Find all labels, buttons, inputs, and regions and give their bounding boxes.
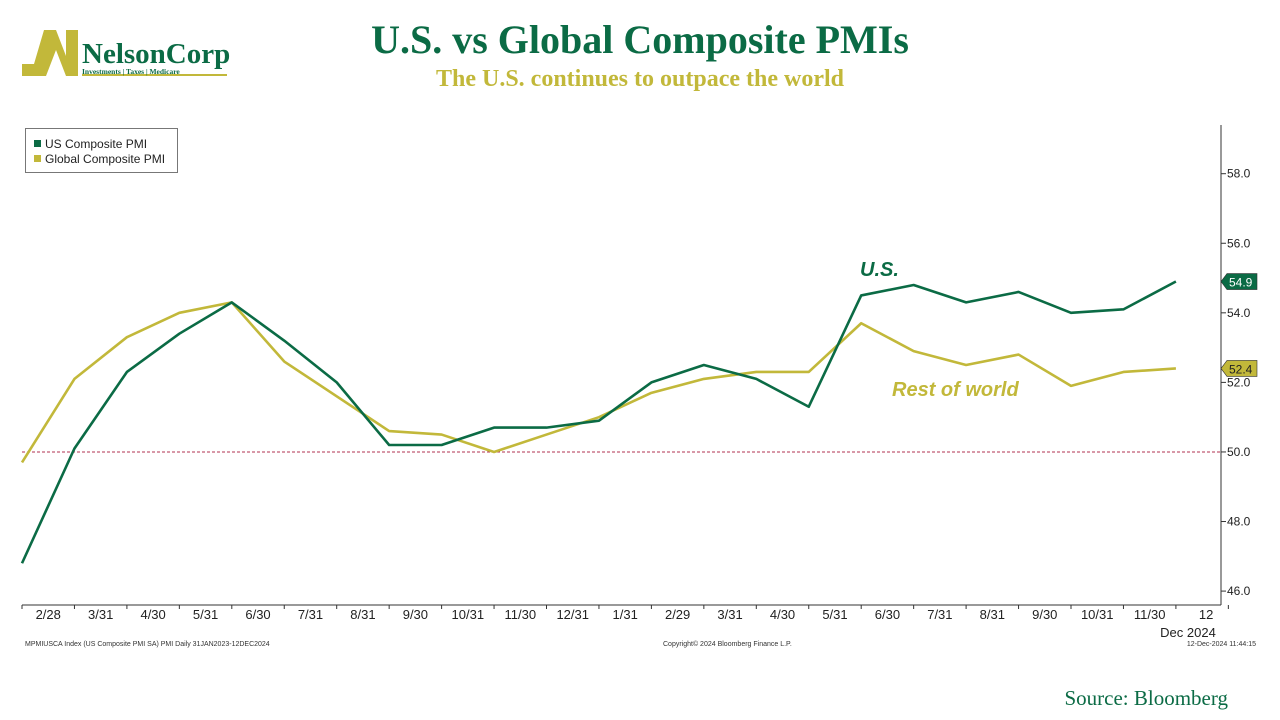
- logo-tagline: Investments | Taxes | Medicare: [82, 67, 180, 76]
- x-tick-label: 4/30: [140, 607, 165, 622]
- last-value-label: 52.4: [1229, 362, 1253, 376]
- x-tick-label: 5/31: [822, 607, 847, 622]
- last-value-tag: [1220, 273, 1258, 290]
- legend-swatch-us: [34, 140, 41, 147]
- x-tick-label: 8/31: [350, 607, 375, 622]
- last-value-label: 54.9: [1229, 276, 1253, 290]
- x-tick-label: 9/30: [403, 607, 428, 622]
- footnote-copyright: Copyright© 2024 Bloomberg Finance L.P.: [663, 641, 792, 648]
- y-tick-label: 48.0: [1227, 515, 1251, 529]
- y-tick-label: 56.0: [1227, 236, 1251, 250]
- x-tick-label: 11/30: [504, 607, 536, 622]
- tick-group: 46.0 48.0 50.0 52.0 54.0 56.0 58.0 2/28 3/31 4/30…: [21, 167, 1258, 640]
- x-tick-label: 7/31: [298, 607, 323, 622]
- x-tick-label: 2/29: [665, 607, 690, 622]
- x-tick-label: 7/31: [927, 607, 952, 622]
- last-value-tag: [1220, 360, 1258, 377]
- source-label: Source: Bloomberg: [1064, 686, 1228, 710]
- legend-item-us: US Composite PMI: [34, 136, 177, 151]
- x-tick-label: 3/31: [717, 607, 742, 622]
- legend-swatch-global: [34, 155, 41, 162]
- x-tick-label: 10/31: [452, 607, 485, 622]
- x-axis-footer: Dec 2024: [1160, 625, 1216, 640]
- page-title: U.S. vs Global Composite PMIs: [371, 17, 909, 62]
- x-tick-label: 12/31: [556, 607, 589, 622]
- annotation-rest-of-world: Rest of world: [892, 379, 1019, 401]
- legend-label-us: US Composite PMI: [45, 136, 148, 151]
- x-tick-label: 6/30: [245, 607, 270, 622]
- x-tick-label: 6/30: [875, 607, 900, 622]
- x-tick-label: 2/28: [36, 607, 61, 622]
- annotation-group: U.S. Rest of world: [860, 259, 1019, 401]
- legend-item-global: Global Composite PMI: [34, 151, 177, 166]
- y-tick-label: 50.0: [1227, 445, 1251, 459]
- x-tick-label-trailing: 12: [1199, 607, 1213, 622]
- x-tick-label: 5/31: [193, 607, 218, 622]
- chart-legend: US Composite PMI Global Composite PMI: [25, 128, 178, 173]
- x-tick-label: 8/31: [980, 607, 1005, 622]
- x-tick-label: 3/31: [88, 607, 113, 622]
- legend-label-global: Global Composite PMI: [45, 151, 166, 166]
- chart-axes: [22, 125, 1222, 606]
- nelsoncorp-logo: NelsonCorp Investments | Taxes | Medicar…: [22, 30, 230, 76]
- footnote-timestamp: 12-Dec-2024 11:44:15: [1186, 641, 1256, 648]
- series-line-1: [20, 301, 1176, 464]
- y-tick-label: 58.0: [1227, 167, 1251, 181]
- x-tick-label: 11/30: [1134, 607, 1166, 622]
- logo-mark: [22, 30, 78, 76]
- x-tick-label: 9/30: [1032, 607, 1057, 622]
- series-line-0: [20, 280, 1177, 564]
- annotation-us: U.S.: [860, 259, 899, 281]
- y-tick-label: 52.0: [1227, 375, 1251, 389]
- page-subtitle: The U.S. continues to outpace the world: [435, 66, 844, 92]
- x-tick-label: 1/31: [613, 607, 638, 622]
- series-group: [20, 280, 1177, 564]
- logo-name: NelsonCorp: [82, 38, 230, 70]
- x-tick-label: 4/30: [770, 607, 795, 622]
- y-tick-label: 46.0: [1227, 584, 1251, 598]
- x-tick-label: 10/31: [1081, 607, 1114, 622]
- footnote-index: MPMIUSCA Index (US Composite PMI SA) PMI…: [25, 641, 270, 648]
- y-tick-label: 54.0: [1227, 306, 1251, 320]
